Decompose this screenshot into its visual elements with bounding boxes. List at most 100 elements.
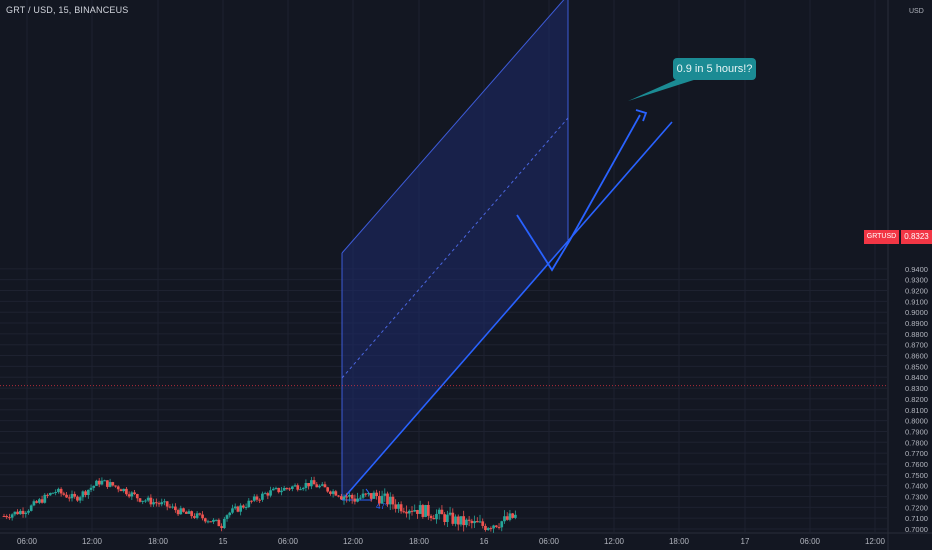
y-tick-label: 0.7300 [905,492,928,501]
y-tick-label: 0.7200 [905,503,928,512]
candle-body [168,506,172,508]
candle-body [470,520,474,524]
callout-label[interactable]: 0.9 in 5 hours!? [673,58,756,80]
candle-body [46,494,49,496]
x-tick-label: 06:00 [800,537,821,546]
candle-body [277,487,281,493]
candle-body [459,516,463,525]
candle-body [465,519,468,526]
candle-body [437,509,441,514]
current-price-tag: 0.8323 [901,230,932,244]
candle-body [293,485,297,487]
candle-body [282,487,286,491]
candle-body [511,513,514,518]
candle-body [429,515,433,519]
candle-body [144,500,147,502]
candle-body [301,487,305,490]
candle-body [320,484,324,486]
y-tick-label: 0.9300 [905,276,928,285]
candle-body [29,505,33,511]
candle-body [135,494,139,499]
candle-body [179,508,183,515]
candle-body [394,504,398,509]
candle-body [252,496,256,501]
channel-upper-line[interactable] [341,0,568,254]
candle-body [228,512,232,516]
candle-body [290,486,294,489]
candle-body [54,491,58,493]
trend-line[interactable] [341,121,673,501]
candle-body [157,503,161,505]
candle-body [364,493,368,495]
candle-body [57,488,60,492]
candle-body [214,519,218,521]
x-tick-label: 06:00 [539,537,560,546]
candle-body [176,510,180,515]
candle-body [323,484,327,488]
x-tick-label: 18:00 [669,537,690,546]
candle-body [339,496,343,500]
candle-body [280,490,283,493]
candle-body [271,488,275,491]
candle-body [51,492,55,494]
y-tick-label: 0.7100 [905,514,928,523]
candle-body [10,514,14,518]
y-tick-label: 0.7900 [905,427,928,436]
y-tick-label: 0.9400 [905,265,928,274]
y-tick-label: 0.8700 [905,341,928,350]
candle-body [114,485,117,487]
symbol-tag: GRTUSD [864,230,899,244]
candle-body [388,496,392,505]
x-tick-label: 18:00 [148,537,169,546]
candle-body [383,493,387,496]
y-tick-label: 0.7500 [905,471,928,480]
candle-body [334,491,338,496]
candle-body [70,493,74,499]
candle-body [413,510,417,512]
candle-body [497,526,501,528]
candle-body [13,511,17,515]
y-tick-label: 0.9200 [905,287,928,296]
candle-body [35,501,38,503]
candle-body [209,521,213,523]
candle-body [342,496,346,500]
candle-body [236,506,240,512]
candle-body [76,496,79,501]
candle-body [59,488,63,494]
candle-body [5,516,9,518]
candle-body [43,494,47,503]
candle-body [125,488,128,495]
chart-title: GRT / USD, 15, BINANCEUS [6,5,129,15]
candle-body [81,491,85,498]
candle-body [106,480,109,487]
forecast-path[interactable] [516,114,641,272]
candle-body [508,513,512,520]
candle-body [62,493,66,495]
candle-body [165,501,169,507]
candle-body [89,487,93,490]
candle-body [467,519,471,521]
candle-body [353,498,357,502]
candle-body [356,498,359,502]
candle-body [386,493,389,505]
candle-body [146,497,150,501]
candle-body [201,514,204,519]
candle-body [141,500,145,502]
candle-body [198,513,202,515]
candle-body [84,491,87,496]
candle-body [375,492,378,497]
y-tick-label: 0.8100 [905,406,928,415]
candle-body [122,488,126,492]
y-tick-label: 0.7700 [905,449,928,458]
candle-body [231,508,234,513]
candle-body [100,480,104,485]
candle-body [92,485,96,488]
candle-body [203,518,207,522]
candle-body [239,505,242,512]
candle-body [448,512,452,515]
candle-body [350,494,354,499]
candle-body [190,511,194,517]
candle-body [369,493,373,499]
candle-body [503,516,506,522]
